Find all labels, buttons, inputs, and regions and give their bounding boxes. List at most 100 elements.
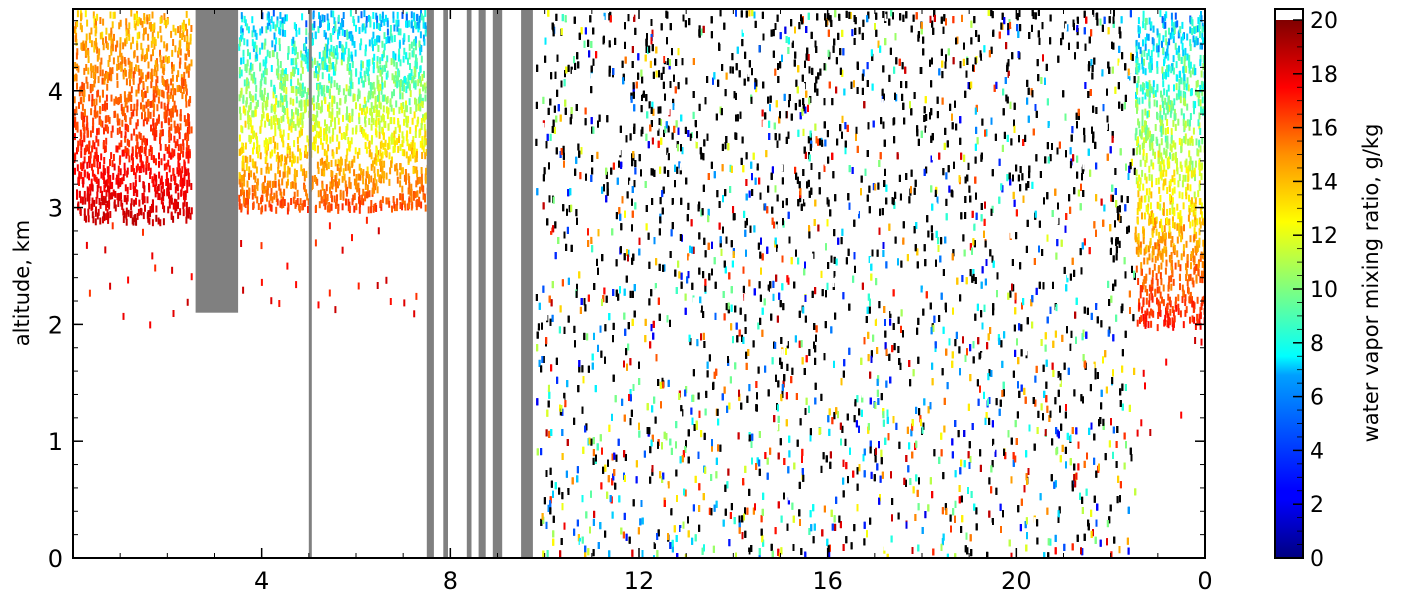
heat-cell xyxy=(156,187,159,194)
heat-cell xyxy=(156,64,159,72)
heat-cell xyxy=(176,85,179,93)
heat-cell xyxy=(177,47,180,55)
heat-cell xyxy=(407,173,410,181)
heat-cell xyxy=(393,117,396,125)
heat-cell xyxy=(178,40,181,48)
heat-cell xyxy=(357,282,360,290)
heat-cell xyxy=(301,118,304,126)
heat-cell xyxy=(125,18,128,26)
heat-cell xyxy=(289,119,292,127)
heat-cell xyxy=(329,136,332,144)
heat-cell xyxy=(397,120,400,128)
heat-cell xyxy=(276,16,279,24)
heat-cell xyxy=(415,22,418,30)
heat-cell xyxy=(182,30,185,38)
heat-cell xyxy=(291,115,294,123)
heat-cell xyxy=(180,170,183,178)
heat-cell xyxy=(138,146,141,154)
heat-cell xyxy=(107,185,109,193)
heat-cell xyxy=(420,201,423,209)
heat-cell xyxy=(139,166,142,173)
heat-cell xyxy=(160,101,163,109)
heat-cell xyxy=(242,105,245,113)
heat-cell xyxy=(244,155,247,163)
heat-cell xyxy=(162,56,165,64)
heat-cell xyxy=(79,138,82,146)
heat-cell xyxy=(367,206,370,214)
heat-cell xyxy=(293,191,296,199)
heat-cell xyxy=(373,204,376,211)
heat-cell xyxy=(350,69,353,77)
heat-cell xyxy=(176,184,179,192)
heat-cell xyxy=(328,48,331,56)
heat-cell xyxy=(252,41,255,49)
heat-cell xyxy=(85,33,88,41)
heat-cell xyxy=(142,228,144,236)
heat-cell xyxy=(248,91,251,99)
heat-cell xyxy=(401,106,404,114)
heat-cell xyxy=(281,178,284,186)
heat-cell xyxy=(119,50,122,58)
heat-cell xyxy=(154,64,157,72)
heat-cell xyxy=(386,96,389,104)
heat-cell xyxy=(80,25,83,33)
heat-cell xyxy=(103,146,106,153)
heat-cell xyxy=(179,109,182,117)
heat-cell xyxy=(294,123,297,131)
heat-cell xyxy=(251,192,254,200)
heat-cell xyxy=(346,123,349,131)
heat-cell xyxy=(312,124,315,132)
heat-cell xyxy=(103,198,106,206)
heat-cell xyxy=(98,48,101,56)
heat-cell xyxy=(295,62,298,70)
heat-cell xyxy=(399,163,402,171)
heat-cell xyxy=(127,95,130,103)
heat-cell xyxy=(246,180,249,188)
heat-cell xyxy=(348,115,351,123)
heat-cell xyxy=(111,192,114,200)
heat-cell xyxy=(333,95,336,103)
heat-cell xyxy=(112,11,115,19)
heat-cell xyxy=(118,118,121,126)
heat-cell xyxy=(285,94,288,102)
heat-cell xyxy=(407,156,410,164)
heat-cell xyxy=(373,157,376,165)
heat-cell xyxy=(255,166,258,174)
heat-cell xyxy=(380,140,383,148)
heat-cell xyxy=(87,215,90,223)
heat-cell xyxy=(409,63,411,70)
heat-cell xyxy=(355,69,358,77)
heat-cell xyxy=(403,118,405,126)
heat-cell xyxy=(401,80,404,88)
heat-cell xyxy=(157,193,160,200)
heat-cell xyxy=(339,164,342,172)
heat-cell xyxy=(108,33,111,41)
heat-cell xyxy=(93,16,96,24)
heat-cell xyxy=(85,76,88,84)
heat-cell xyxy=(91,125,94,133)
heat-cell xyxy=(95,147,98,155)
heat-cell xyxy=(303,184,306,192)
heat-cell xyxy=(185,201,188,209)
heat-cell xyxy=(256,136,258,144)
heat-cell xyxy=(376,56,379,64)
heat-cell xyxy=(314,134,317,142)
heat-cell xyxy=(121,149,124,157)
heat-cell xyxy=(332,62,335,69)
heat-cell xyxy=(81,164,84,171)
heat-cell xyxy=(270,65,273,72)
heat-cell xyxy=(142,119,145,127)
heat-cell xyxy=(143,13,146,20)
heat-cell xyxy=(408,20,411,28)
heat-cell xyxy=(143,196,146,204)
heat-cell xyxy=(332,28,335,35)
heat-cell xyxy=(390,160,393,168)
heat-cell xyxy=(95,18,97,26)
heat-cell xyxy=(134,186,137,193)
heat-cell xyxy=(377,169,380,177)
heat-cell xyxy=(182,202,185,210)
heat-cell xyxy=(370,123,373,131)
heat-cell xyxy=(386,36,389,44)
heat-cell xyxy=(256,99,259,107)
heat-cell xyxy=(286,262,289,270)
